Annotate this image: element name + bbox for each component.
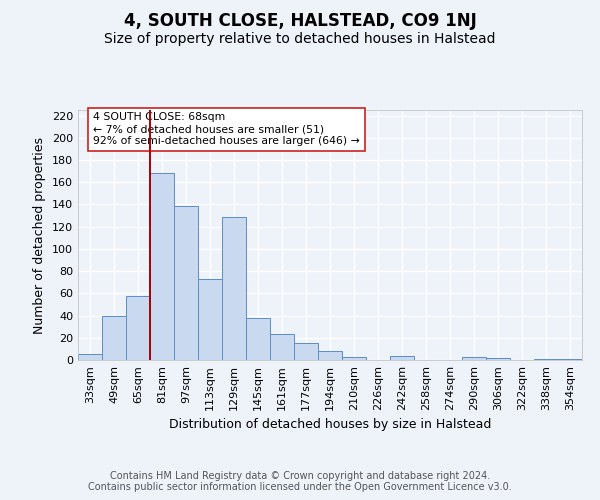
X-axis label: Distribution of detached houses by size in Halstead: Distribution of detached houses by size … bbox=[169, 418, 491, 432]
Text: Size of property relative to detached houses in Halstead: Size of property relative to detached ho… bbox=[104, 32, 496, 46]
Text: Contains HM Land Registry data © Crown copyright and database right 2024.
Contai: Contains HM Land Registry data © Crown c… bbox=[88, 471, 512, 492]
Bar bbox=[462, 356, 486, 360]
Bar bbox=[486, 358, 510, 360]
Bar bbox=[246, 318, 270, 360]
Bar bbox=[294, 344, 318, 360]
Bar bbox=[270, 334, 294, 360]
Bar bbox=[78, 354, 102, 360]
Bar bbox=[174, 206, 198, 360]
Bar bbox=[558, 359, 582, 360]
Bar bbox=[222, 216, 246, 360]
Bar bbox=[198, 279, 222, 360]
Y-axis label: Number of detached properties: Number of detached properties bbox=[34, 136, 46, 334]
Bar bbox=[126, 296, 150, 360]
Bar bbox=[390, 356, 414, 360]
Bar bbox=[318, 351, 342, 360]
Bar bbox=[342, 356, 366, 360]
Text: 4 SOUTH CLOSE: 68sqm
← 7% of detached houses are smaller (51)
92% of semi-detach: 4 SOUTH CLOSE: 68sqm ← 7% of detached ho… bbox=[93, 112, 360, 146]
Text: 4, SOUTH CLOSE, HALSTEAD, CO9 1NJ: 4, SOUTH CLOSE, HALSTEAD, CO9 1NJ bbox=[124, 12, 476, 30]
Bar bbox=[534, 359, 558, 360]
Bar bbox=[102, 316, 126, 360]
Bar bbox=[150, 174, 174, 360]
